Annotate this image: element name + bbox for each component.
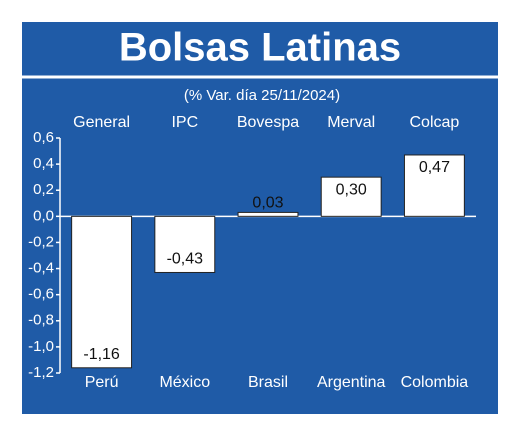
bar [154,215,216,273]
value-label: -0,43 [167,251,204,268]
y-tick-label: -0,8 [28,312,54,329]
x-tick-label: México [159,374,210,391]
y-tick-label: 0,2 [33,181,54,198]
chart-subtitle: (% Var. día 25/11/2024) [184,87,340,104]
index-label: IPC [171,114,198,131]
bar [71,215,133,369]
y-tick-label: -1,0 [28,338,54,355]
y-tick-label: -0,4 [28,260,54,277]
bar [403,154,465,217]
value-label: 0,03 [252,195,283,212]
index-label: Bovespa [237,114,299,131]
y-tick-label: -0,2 [28,233,54,250]
y-tick-label: -0,6 [28,286,54,303]
y-tick-label: 0,0 [33,207,54,224]
bar [320,176,382,217]
index-label: General [73,114,130,131]
x-tick-label: Brasil [248,374,288,391]
value-label: 0,30 [336,181,367,198]
x-tick-label: Argentina [317,374,386,391]
x-tick-label: Perú [85,374,119,391]
chart-title: Bolsas Latinas [119,26,401,70]
index-label: Colcap [409,114,459,131]
value-label: -1,16 [83,346,120,363]
index-label: Merval [327,114,375,131]
value-label: 0,47 [419,159,450,176]
y-tick-label: 0,4 [33,155,54,172]
y-tick-label: -1,2 [28,364,54,381]
x-tick-label: Colombia [401,374,469,391]
bar [237,211,299,217]
y-tick-label: 0,6 [33,129,54,146]
